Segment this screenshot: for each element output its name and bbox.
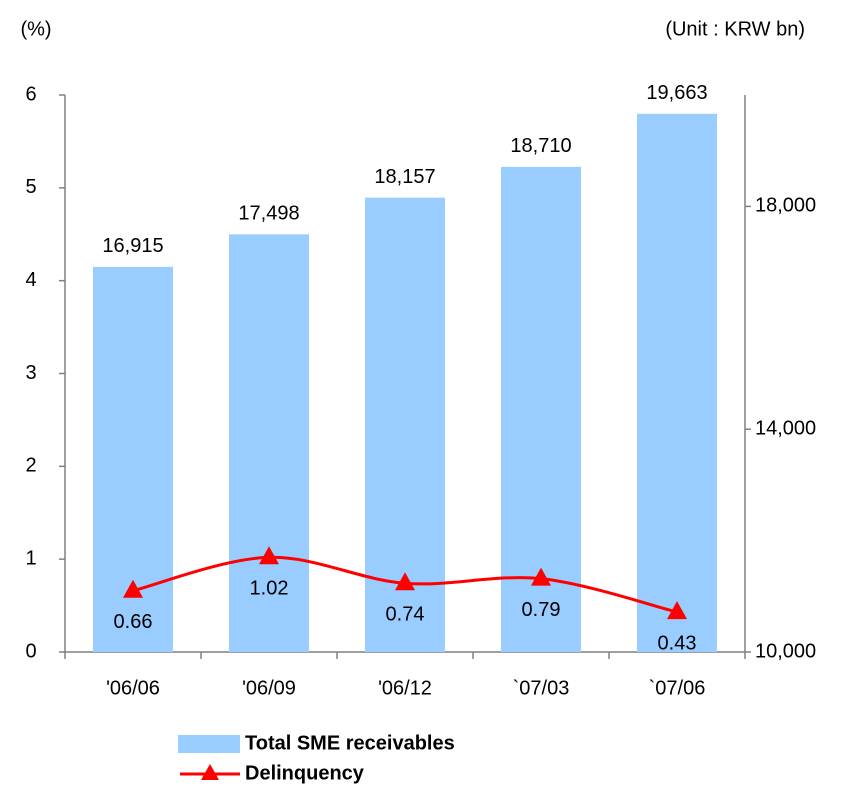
y-tick-label: 6	[25, 83, 36, 105]
x-tick-label: '06/09	[242, 677, 296, 699]
line-value-label: 1.02	[250, 578, 289, 600]
y-tick-label: 5	[25, 176, 36, 198]
x-tick-label: `07/03	[513, 677, 570, 699]
x-tick-label: '06/06	[106, 677, 160, 699]
y-tick-label: 3	[25, 362, 36, 384]
line-marker	[531, 567, 551, 586]
legend-swatch	[178, 735, 240, 753]
legend-swatch	[201, 764, 219, 780]
line-value-label: 0.74	[386, 604, 425, 626]
bar-value-label: 19,663	[646, 82, 707, 104]
y2-unit-label: (Unit : KRW bn)	[665, 18, 805, 40]
line-marker	[123, 579, 143, 598]
bar-value-label: 16,915	[102, 235, 163, 257]
bar	[229, 234, 309, 653]
y-tick-label: 0	[25, 640, 36, 662]
x-tick-label: '06/12	[378, 677, 432, 699]
y-tick-label: 4	[25, 269, 36, 291]
legend-label: Total SME receivables	[245, 732, 455, 754]
bar	[637, 113, 717, 653]
y-unit-label: (%)	[20, 18, 51, 40]
bar-value-label: 18,710	[510, 135, 571, 157]
x-tick-label: `07/06	[649, 677, 706, 699]
bar-value-label: 17,498	[238, 203, 299, 225]
legend-label: Delinquency	[245, 762, 365, 784]
line-value-label: 0.79	[522, 599, 561, 621]
line-marker	[667, 601, 687, 620]
y2-tick-label: 14,000	[755, 417, 816, 439]
y2-tick-label: 18,000	[755, 195, 816, 217]
bar-value-label: 18,157	[374, 166, 435, 188]
line-value-label: 0.66	[114, 611, 153, 633]
y-tick-label: 1	[25, 547, 36, 569]
y-tick-label: 2	[25, 455, 36, 477]
line-value-label: 0.43	[658, 632, 697, 654]
y2-tick-label: 10,000	[755, 640, 816, 662]
line-marker	[395, 572, 415, 591]
line-marker	[259, 546, 279, 565]
